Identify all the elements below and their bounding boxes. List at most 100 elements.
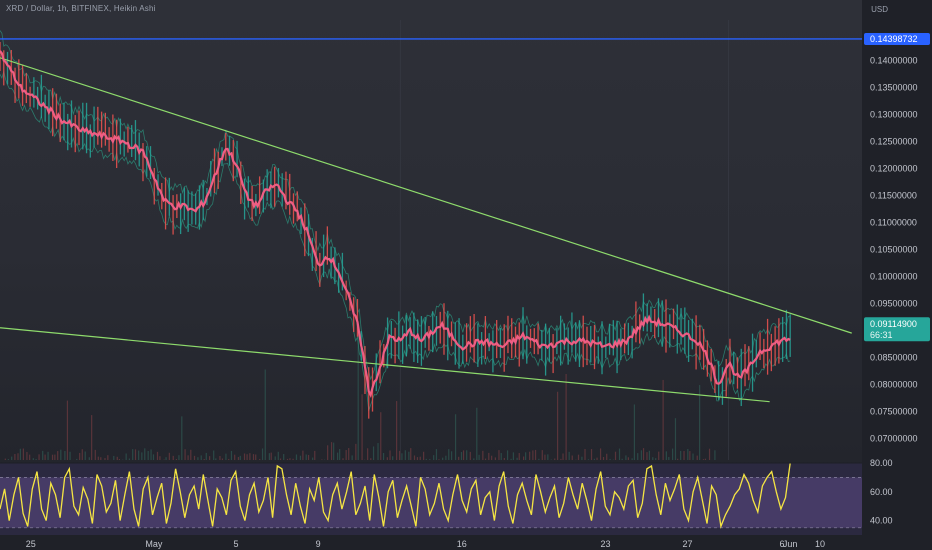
volume-bar <box>529 451 531 460</box>
volume-bar <box>473 458 475 460</box>
volume-bar <box>438 459 440 460</box>
volume-bar <box>584 449 586 460</box>
volume-bar <box>274 456 276 460</box>
volume-bar <box>225 453 227 460</box>
volume-bar <box>184 449 186 460</box>
volume-bar <box>544 454 546 460</box>
volume-bar <box>429 459 431 460</box>
volume-bar <box>581 456 583 460</box>
last-price-label: 0.09114900 <box>870 319 917 329</box>
price-tick-label: 0.09500000 <box>870 298 918 308</box>
volume-bar <box>141 452 143 460</box>
volume-bar <box>355 443 357 460</box>
time-tick-label: 5 <box>234 539 239 549</box>
volume-bar <box>84 451 86 460</box>
volume-bar <box>680 450 682 460</box>
volume-bar <box>19 448 21 460</box>
volume-bar <box>460 452 463 460</box>
volume-bar <box>246 454 248 460</box>
volume-bar <box>466 450 468 460</box>
volume-bar <box>370 458 372 460</box>
volume-bar <box>277 451 279 460</box>
volume-bar <box>243 453 246 460</box>
volume-bar <box>26 451 28 460</box>
volume-bar <box>314 450 316 460</box>
volume-bar <box>51 454 54 460</box>
volume-bar <box>562 453 564 460</box>
price-tick-label: 0.13000000 <box>870 109 918 119</box>
volume-bar <box>500 453 502 460</box>
volume-bar <box>60 449 62 460</box>
volume-bar <box>377 443 379 460</box>
volume-bar <box>88 457 90 460</box>
rsi-tick-label: 40.00 <box>870 516 893 526</box>
volume-bar <box>44 454 46 460</box>
volume-bar <box>621 458 623 460</box>
rsi-line <box>0 462 791 529</box>
volume-bar <box>609 458 611 460</box>
volume-bar <box>618 448 621 460</box>
resistance-trendline[interactable] <box>0 57 852 334</box>
volume-bar <box>35 459 37 460</box>
volume-bar <box>29 454 31 460</box>
price-band <box>0 30 791 419</box>
volume-bar <box>708 448 711 460</box>
volume-bar <box>602 457 605 460</box>
volume-bar <box>181 416 183 460</box>
price-axis[interactable]: 0.14000000 0.13500000 0.13000000 0.12500000… <box>862 0 932 550</box>
volume-bar <box>255 454 257 460</box>
volume-bar <box>389 450 391 460</box>
support-trendline[interactable] <box>0 327 770 403</box>
volume-bar <box>64 451 66 460</box>
volume-bar <box>587 459 590 460</box>
volume-bar <box>283 454 285 460</box>
volume-bar <box>565 373 567 460</box>
volume-bar <box>237 457 240 460</box>
volume-bar <box>327 445 329 460</box>
volume-bar <box>252 454 255 460</box>
volume-bar <box>118 459 121 460</box>
volume-bar <box>215 458 217 460</box>
rsi-tick-label: 60.00 <box>870 487 893 497</box>
time-tick-label: 23 <box>600 539 610 549</box>
volume-bar <box>560 458 562 460</box>
volume-bar <box>107 455 109 460</box>
price-tick-label: 0.11000000 <box>870 217 917 227</box>
currency-label: USD <box>871 5 888 14</box>
volume-bar <box>442 457 444 460</box>
level-badge[interactable] <box>864 32 930 45</box>
volume-bar <box>532 450 534 460</box>
time-tick-label: 25 <box>26 539 36 549</box>
volume-bar <box>448 449 450 460</box>
volume-bar <box>662 379 664 460</box>
trendlines <box>0 57 852 403</box>
volume-bar <box>614 451 617 460</box>
volume-bar <box>593 458 595 460</box>
volume-bar <box>498 450 500 460</box>
volume-bar <box>640 450 642 460</box>
volume-bar <box>714 450 716 460</box>
volume-bar <box>525 452 527 460</box>
volume-bar <box>94 449 96 460</box>
volume-bar <box>510 458 512 460</box>
time-axis-bg <box>0 535 862 550</box>
volume-bar <box>307 454 310 460</box>
volume-bar <box>556 391 559 460</box>
last-price-badge[interactable] <box>864 317 930 342</box>
volume-bar <box>554 458 556 460</box>
volume-bar <box>367 448 369 460</box>
time-tick-label: Jun <box>783 539 798 549</box>
volume-bar <box>22 448 24 460</box>
rsi-tick-label: 80.00 <box>870 458 893 468</box>
volume-bar <box>76 458 78 460</box>
volume-bar <box>702 459 705 460</box>
volume-bar <box>178 455 180 460</box>
volume-bar <box>200 455 202 460</box>
volume-bar <box>4 458 6 460</box>
volume-bar <box>671 448 674 460</box>
volume-bar <box>113 455 115 460</box>
countdown-label: 66:31 <box>870 330 893 340</box>
volume-bar <box>116 456 118 460</box>
